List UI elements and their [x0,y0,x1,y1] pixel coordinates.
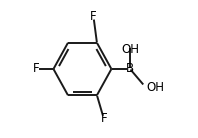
Text: F: F [33,63,40,75]
Text: F: F [90,10,97,23]
Text: B: B [126,63,134,75]
Text: F: F [101,112,107,125]
Text: OH: OH [121,43,139,56]
Text: OH: OH [146,81,164,94]
